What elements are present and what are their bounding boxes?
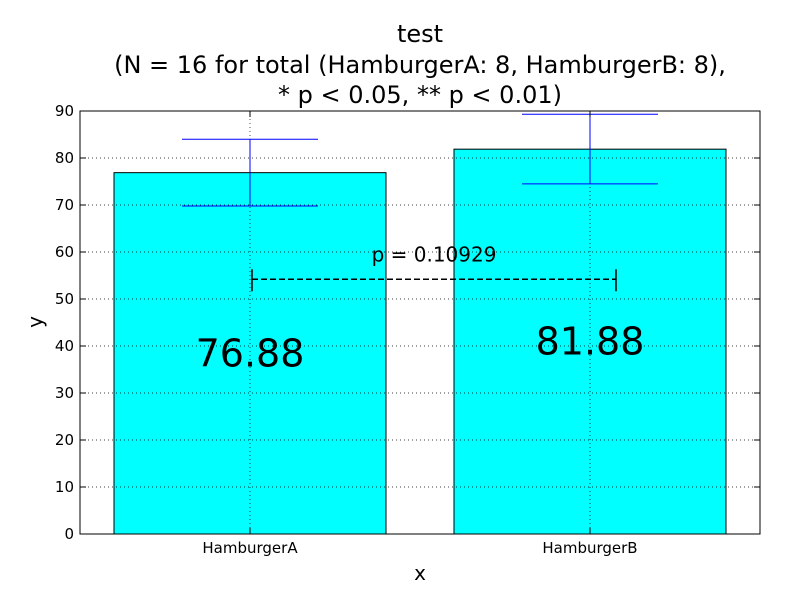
x-tick-label-hamburgerb: HamburgerB xyxy=(542,539,637,557)
chart-subtitle-line-1: (N = 16 for total (HamburgerA: 8, Hambur… xyxy=(114,51,726,79)
chart-title-group: test (N = 16 for total (HamburgerA: 8, H… xyxy=(114,20,726,109)
x-tick-label-hamburgera: HamburgerA xyxy=(202,539,298,557)
bar-hamburgerb xyxy=(453,148,727,535)
x-axis-label: x xyxy=(414,561,426,585)
plot-area: p = 0.10929 76.88 81.88 0 10 20 30 40 50 60 70 80 90… xyxy=(55,102,761,557)
y-tick-label: 60 xyxy=(55,243,74,261)
y-tick-label: 50 xyxy=(55,290,74,308)
chart-subtitle-line-2: * p < 0.05, ** p < 0.01) xyxy=(278,81,562,109)
y-tick-label: 30 xyxy=(55,384,74,402)
y-tick-label: 40 xyxy=(55,337,74,355)
chart-title: test xyxy=(397,20,443,48)
value-label-hamburgera: 76.88 xyxy=(196,331,305,375)
y-tick-label: 20 xyxy=(55,431,74,449)
value-label-hamburgerb: 81.88 xyxy=(536,320,645,364)
y-tick-label: 0 xyxy=(64,525,74,543)
y-tick-label: 80 xyxy=(55,149,74,167)
bar-hamburgera xyxy=(113,172,387,535)
y-tick-label: 70 xyxy=(55,196,74,214)
y-tick-label: 90 xyxy=(55,102,74,120)
plot-frame xyxy=(79,110,761,535)
y-tick-label: 10 xyxy=(55,478,74,496)
p-value-label: p = 0.10929 xyxy=(372,242,497,266)
y-axis-label: y xyxy=(23,316,47,328)
